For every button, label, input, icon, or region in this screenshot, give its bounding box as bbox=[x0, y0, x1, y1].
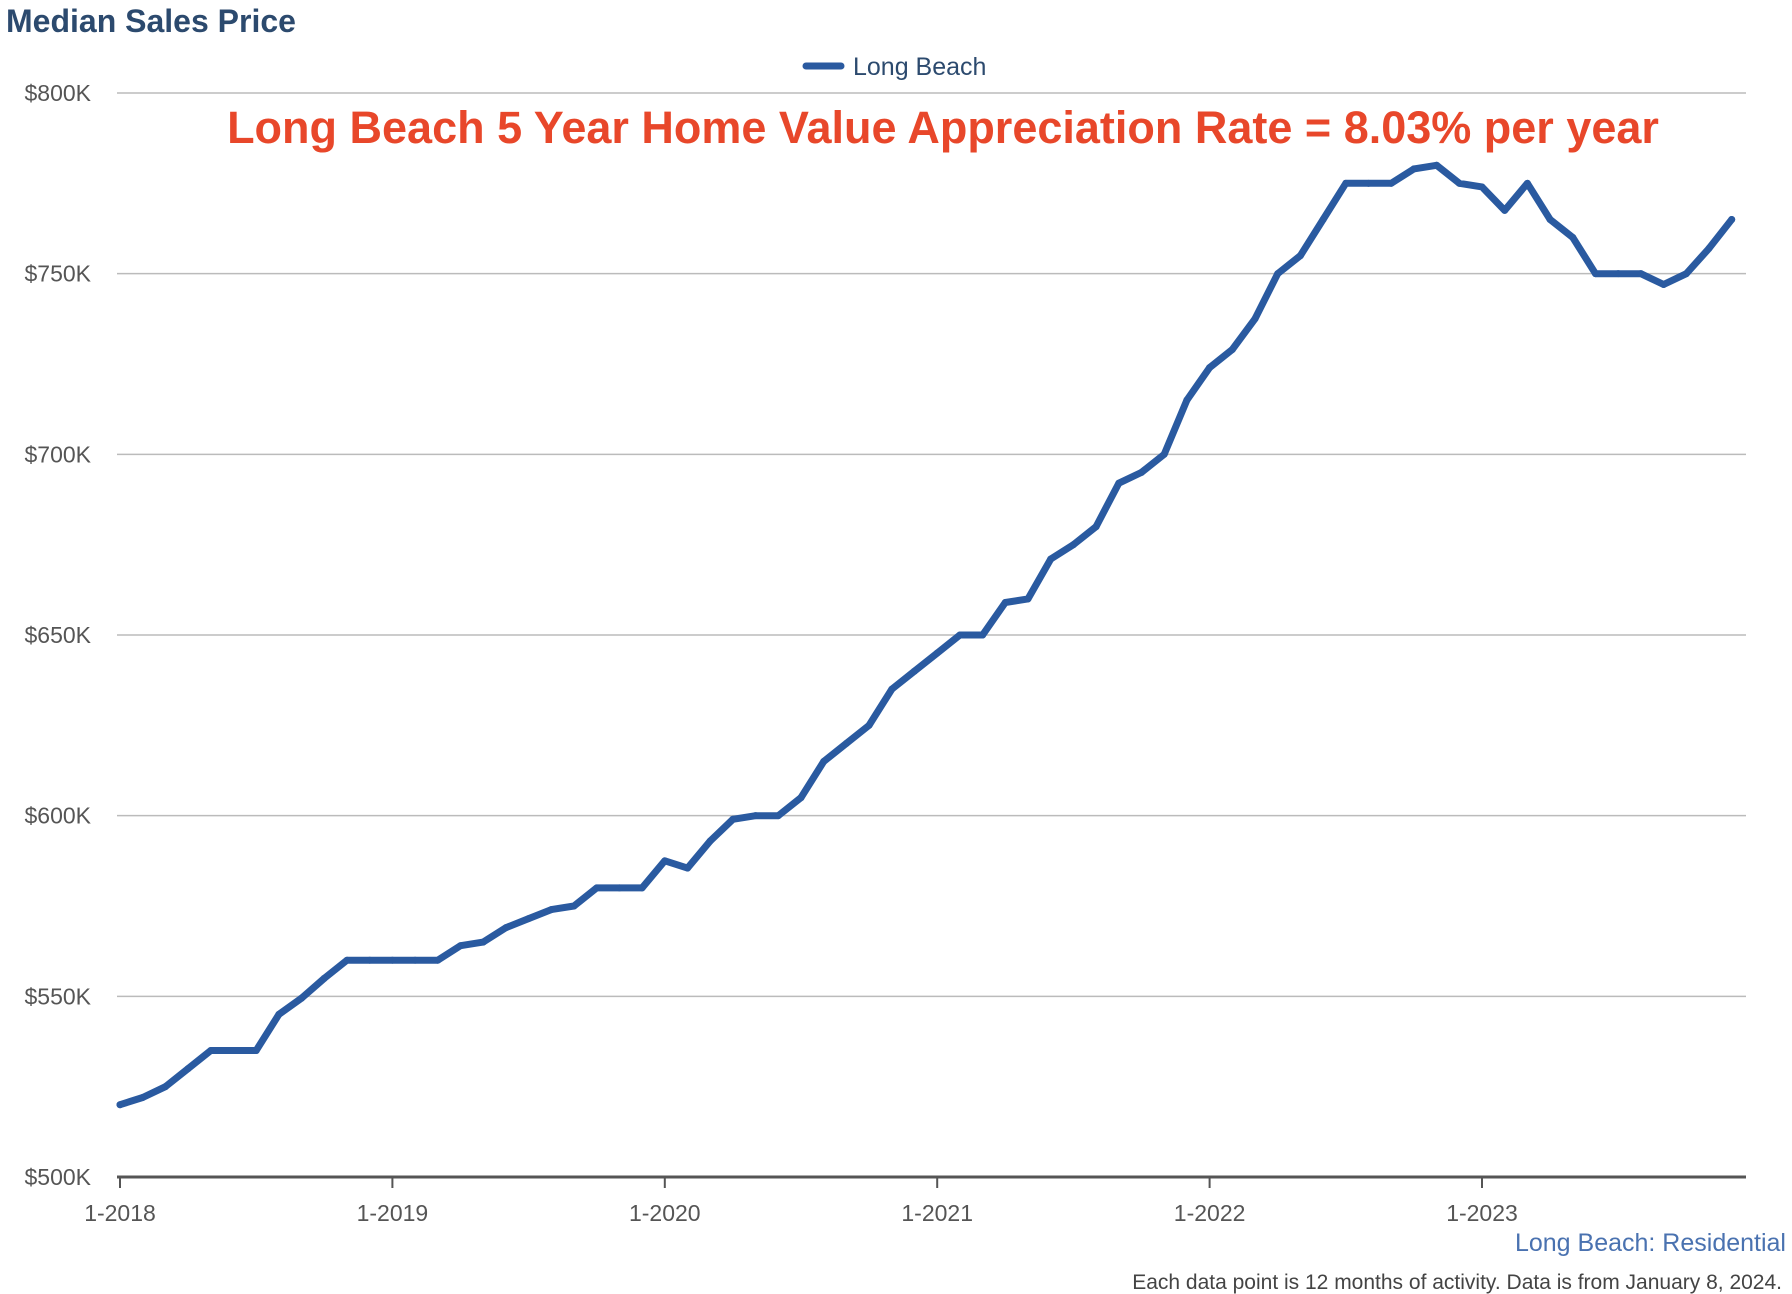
y-tick-label: $550K bbox=[24, 983, 91, 1009]
data-point bbox=[1592, 270, 1599, 278]
data-point bbox=[1092, 523, 1100, 531]
y-tick-label: $800K bbox=[24, 80, 91, 106]
data-point bbox=[684, 864, 691, 872]
data-point bbox=[457, 942, 464, 950]
x-tick-label: 1-2019 bbox=[357, 1200, 429, 1226]
y-tick-label: $700K bbox=[24, 441, 91, 467]
data-point bbox=[139, 1094, 147, 1102]
y-tick-label: $650K bbox=[24, 622, 91, 648]
data-point bbox=[593, 884, 601, 892]
data-point bbox=[1296, 252, 1304, 260]
data-point bbox=[1455, 179, 1463, 187]
x-tick-label: 1-2021 bbox=[901, 1200, 973, 1226]
chart-title: Median Sales Price bbox=[6, 3, 296, 39]
data-point bbox=[434, 956, 442, 964]
data-point bbox=[797, 794, 805, 802]
x-axis: 1-2018 1-2019 1-2020 1-2021 1-2022 1-2023 bbox=[84, 1175, 1746, 1226]
data-point bbox=[343, 956, 351, 964]
data-point bbox=[1047, 555, 1055, 563]
appreciation-rate-annotation: Long Beach 5 Year Home Value Appreciatio… bbox=[227, 102, 1659, 153]
data-point bbox=[752, 812, 760, 820]
data-point bbox=[230, 1047, 237, 1055]
data-point bbox=[207, 1047, 215, 1055]
data-point bbox=[1342, 179, 1350, 187]
data-point bbox=[1705, 244, 1713, 252]
data-point bbox=[911, 667, 918, 675]
data-point bbox=[1206, 364, 1214, 372]
data-point bbox=[298, 994, 306, 1002]
series-long-beach bbox=[116, 161, 1736, 1109]
data-point bbox=[1501, 206, 1509, 214]
x-tick-label: 1-2022 bbox=[1174, 1200, 1246, 1226]
data-point bbox=[1478, 183, 1486, 191]
data-point bbox=[1387, 179, 1395, 187]
data-point bbox=[933, 649, 941, 657]
data-point bbox=[1183, 396, 1191, 404]
x-tick-label: 1-2018 bbox=[84, 1200, 156, 1226]
y-tick-label: $750K bbox=[24, 261, 91, 287]
data-point bbox=[706, 837, 714, 845]
data-point bbox=[525, 915, 533, 923]
data-point bbox=[479, 938, 487, 946]
data-point bbox=[1433, 161, 1441, 169]
data-point bbox=[1115, 479, 1123, 487]
data-point bbox=[888, 685, 896, 693]
legend-label-long-beach: Long Beach bbox=[853, 53, 986, 81]
data-point bbox=[116, 1101, 124, 1109]
data-point bbox=[1728, 215, 1736, 223]
data-point bbox=[1228, 346, 1236, 354]
data-point bbox=[252, 1047, 260, 1055]
data-point bbox=[729, 815, 737, 823]
y-tick-label: $500K bbox=[24, 1164, 91, 1190]
legend[interactable]: Long Beach bbox=[802, 53, 986, 81]
y-axis-tick-labels: $500K $550K $600K $650K $700K $750K $800K bbox=[24, 80, 91, 1190]
data-point bbox=[774, 812, 782, 820]
data-point bbox=[1319, 215, 1327, 223]
data-point bbox=[1160, 450, 1168, 458]
data-point bbox=[1614, 270, 1622, 278]
data-point bbox=[1637, 270, 1645, 278]
data-point bbox=[661, 857, 669, 865]
data-point bbox=[1410, 165, 1418, 173]
gridlines bbox=[117, 92, 1746, 998]
data-point bbox=[1569, 234, 1577, 242]
source-label[interactable]: Long Beach: Residential bbox=[1515, 1229, 1786, 1257]
data-point bbox=[184, 1065, 192, 1073]
data-point bbox=[275, 1010, 283, 1018]
y-tick-label: $600K bbox=[24, 803, 91, 829]
data-point bbox=[615, 884, 623, 892]
data-point bbox=[320, 974, 328, 982]
data-point bbox=[1365, 179, 1372, 187]
data-point bbox=[1024, 595, 1032, 603]
data-point bbox=[842, 739, 850, 747]
data-point bbox=[956, 631, 964, 639]
series-line-long-beach bbox=[116, 161, 1736, 1109]
data-point bbox=[161, 1083, 169, 1091]
data-point bbox=[1001, 598, 1009, 606]
data-point bbox=[820, 757, 828, 765]
data-point bbox=[547, 906, 555, 914]
data-point bbox=[1069, 541, 1077, 549]
data-point bbox=[1274, 270, 1282, 278]
data-point bbox=[411, 956, 419, 964]
data-point bbox=[388, 956, 396, 964]
data-point bbox=[1682, 270, 1690, 278]
data-point bbox=[979, 631, 987, 639]
footnote: Each data point is 12 months of activity… bbox=[1132, 1271, 1782, 1294]
data-point bbox=[1138, 468, 1145, 476]
data-point bbox=[502, 924, 510, 932]
data-point bbox=[1660, 281, 1668, 289]
data-point bbox=[1251, 315, 1259, 323]
data-point bbox=[1546, 215, 1554, 223]
data-point bbox=[1523, 179, 1531, 187]
x-tick-label: 1-2020 bbox=[629, 1200, 701, 1226]
x-tick-label: 1-2023 bbox=[1446, 1200, 1518, 1226]
data-point bbox=[865, 721, 873, 729]
data-point bbox=[638, 884, 646, 892]
data-point bbox=[570, 902, 578, 910]
data-point bbox=[366, 956, 374, 964]
